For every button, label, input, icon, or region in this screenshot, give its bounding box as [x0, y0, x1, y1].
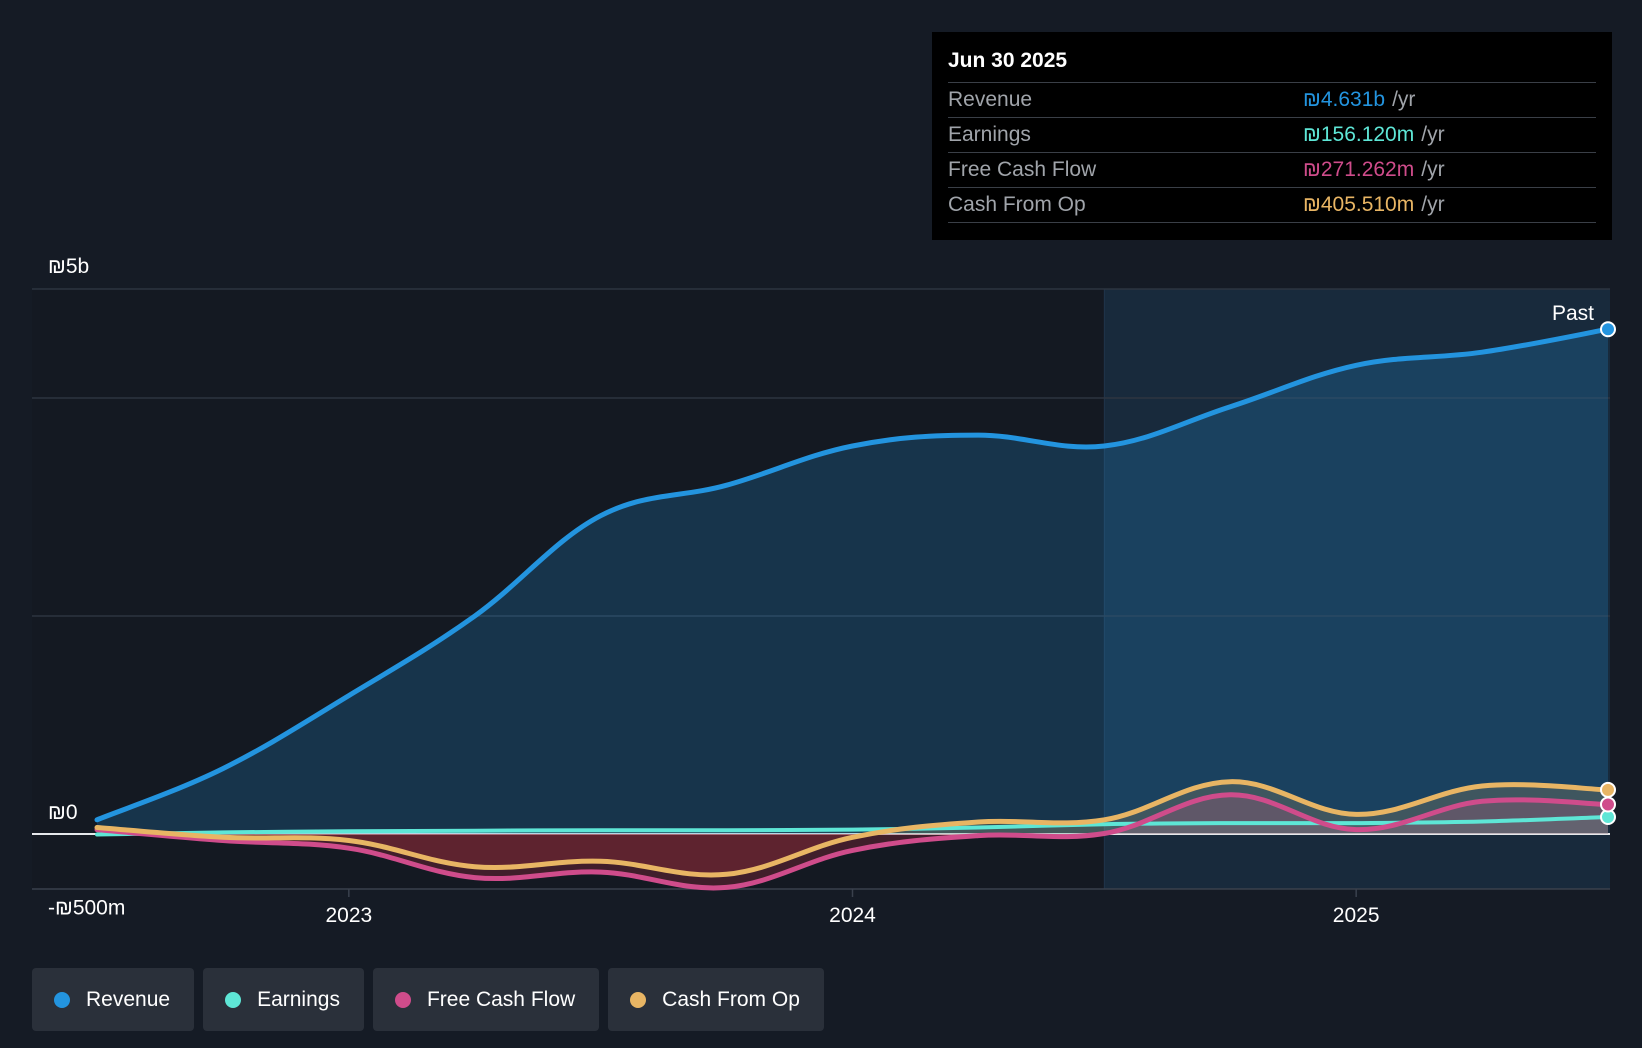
tooltip-row-free-cash-flow: Free Cash Flow ₪271.262m /yr [948, 152, 1596, 187]
legend-label: Revenue [86, 987, 171, 1011]
tooltip-row-earnings: Earnings ₪156.120m /yr [948, 117, 1596, 152]
tooltip-panel: Jun 30 2025 Revenue ₪4.631b /yr Earnings… [932, 32, 1612, 240]
area-revenue [97, 329, 1608, 834]
tooltip-unit: /yr [1421, 193, 1445, 216]
tooltip-label: Free Cash Flow [948, 158, 1097, 181]
legend-dot-icon [394, 991, 411, 1008]
legend-label: Cash From Op [662, 987, 800, 1011]
axis-labels: ₪5b ₪0 -₪500m 2023 2024 2025 Past [48, 255, 1594, 927]
legend-label: Earnings [257, 987, 340, 1011]
gridlines [32, 288, 1610, 897]
x-tick-label: 2025 [1333, 904, 1380, 927]
tooltip-label: Earnings [948, 123, 1031, 146]
end-marker-cash-from-op [1600, 781, 1616, 798]
tooltip-unit: /yr [1421, 123, 1445, 146]
legend: Revenue Earnings Free Cash Flow Cash Fro… [32, 968, 824, 1031]
tooltip-value: ₪4.631b [1303, 88, 1386, 111]
tooltip-label: Cash From Op [948, 193, 1086, 216]
end-marker-revenue [1600, 321, 1616, 338]
x-tick-label: 2023 [325, 904, 372, 927]
series-line-earnings [95, 815, 1610, 837]
y-tick-label: ₪0 [48, 801, 78, 824]
area-earnings [97, 817, 1608, 834]
series-line-revenue [94, 326, 1611, 823]
tooltip-row-cash-from-op: Cash From Op ₪405.510m /yr [948, 187, 1596, 223]
tooltip-label: Revenue [948, 88, 1033, 111]
chart-background [32, 289, 1610, 889]
tooltip-date: Jun 30 2025 [948, 49, 1068, 72]
legend-item-cash-from-op[interactable]: Cash From Op [608, 968, 824, 1031]
tooltip-unit: /yr [1421, 158, 1445, 181]
series-line-free-cash-flow [94, 792, 1611, 891]
legend-dot-icon [630, 991, 647, 1008]
tooltip-value: ₪156.120m [1303, 123, 1415, 146]
legend-item-revenue[interactable]: Revenue [32, 968, 195, 1031]
legend-dot-icon [225, 991, 242, 1008]
y-tick-label: -₪500m [48, 897, 125, 920]
legend-label: Free Cash Flow [426, 987, 576, 1011]
legend-item-earnings[interactable]: Earnings [203, 968, 364, 1031]
tooltip-row-revenue: Revenue ₪4.631b /yr [948, 82, 1596, 117]
legend-dot-icon [54, 991, 70, 1008]
tooltip-unit: /yr [1392, 88, 1416, 111]
tooltip-value: ₪405.510m [1303, 193, 1415, 216]
x-tick-label: 2024 [829, 904, 876, 927]
end-marker-free-cash-flow [1600, 796, 1616, 813]
end-markers [1600, 321, 1616, 825]
legend-item-free-cash-flow[interactable]: Free Cash Flow [372, 968, 600, 1031]
y-tick-label: ₪5b [48, 255, 89, 278]
past-label: Past [1552, 302, 1594, 325]
tooltip-value: ₪271.262m [1303, 158, 1415, 181]
series-lines [94, 326, 1611, 891]
series-line-cash-from-op [94, 779, 1611, 878]
negative-area-free-cash-flow [97, 834, 1608, 888]
